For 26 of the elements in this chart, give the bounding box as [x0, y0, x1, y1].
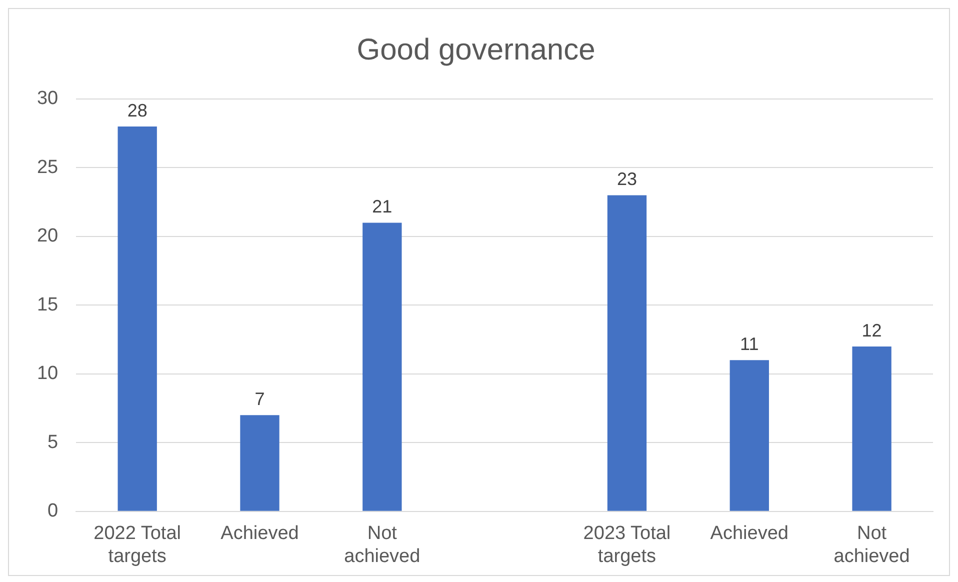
bar [240, 415, 280, 511]
y-tick-label: 20 [36, 226, 58, 247]
chart-title: Good governance [356, 33, 596, 66]
y-tick-label: 0 [48, 500, 58, 522]
bar [362, 222, 402, 511]
x-tick-label: Achieved [220, 523, 299, 544]
x-tick-label: Not achieved [834, 523, 910, 567]
x-tick-label: 2022 Total targets [94, 523, 182, 567]
data-label: 7 [254, 389, 265, 410]
x-tick-label: Achieved [710, 523, 788, 544]
data-label: 11 [740, 334, 759, 354]
data-label: 23 [616, 169, 637, 190]
bar [730, 360, 769, 511]
y-tick-label: 15 [36, 294, 58, 316]
y-tick-label: 30 [36, 88, 58, 110]
data-label: 21 [372, 196, 392, 217]
y-tick-label: 5 [48, 432, 58, 453]
y-tick-label: 25 [36, 156, 58, 178]
bar [118, 126, 157, 511]
y-tick-label: 10 [36, 363, 58, 384]
data-label: 28 [127, 100, 148, 120]
bar [852, 346, 892, 511]
x-tick-label: Not achieved [344, 523, 420, 567]
data-label: 12 [862, 320, 882, 340]
bar [607, 195, 647, 511]
x-tick-label: 2023 Total targets [583, 523, 671, 567]
